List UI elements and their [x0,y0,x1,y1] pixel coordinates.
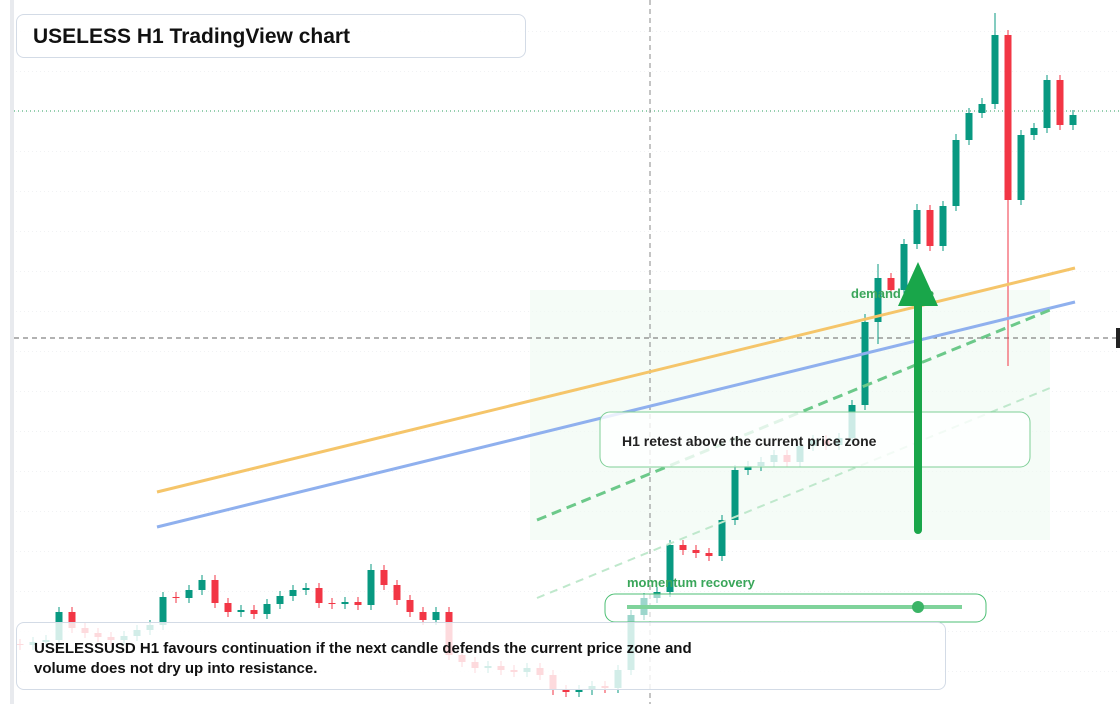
candle-body [952,140,960,206]
candle-body [1017,135,1025,200]
candle-body [367,570,375,605]
candle-body [679,545,687,550]
title-box: USELESS H1 TradingView chart [16,14,526,58]
candle-body [1043,80,1051,128]
candle-body [575,690,583,692]
candle-body [224,603,232,612]
candle-body [380,570,388,585]
candle-body [692,550,700,553]
left-strip [10,0,14,704]
annotation: momentum recovery [627,575,756,590]
candle-body [354,602,362,605]
candle-body [159,597,167,625]
candle-body [1004,35,1012,200]
candle-body [185,590,193,598]
candle-body [913,210,921,244]
retest-box [599,411,1031,468]
candle-body [432,612,440,620]
note-box: USELESSUSD H1 favours continuation if th… [16,622,946,690]
arrow-head [898,262,938,306]
annotation: H1 retest above the current price zone [622,433,877,449]
candle-body [406,600,414,612]
candle-body [562,690,570,692]
candle-body [315,588,323,603]
candle-body [978,104,986,113]
candle-body [263,604,271,614]
note: USELESSUSD H1 favours continuation if th… [34,640,692,677]
candle-body [991,35,999,104]
momentum-dot [912,601,924,613]
candle-body [198,580,206,590]
candle-body [68,612,76,628]
candle-body [744,466,752,470]
candle-body [172,597,180,598]
candle-body [276,596,284,604]
candle-body [419,612,427,620]
candle-body [393,585,401,600]
candle-body [341,602,349,604]
candle-body [250,610,258,614]
candle-body [718,520,726,556]
candle-body [237,610,245,612]
candle-body [887,278,895,290]
candle-body [328,603,336,604]
candle-body [1056,80,1064,125]
candle-body [874,278,882,322]
candle-body [731,470,739,520]
candle-body [705,553,713,556]
candle-body [861,322,869,405]
candle-body [211,580,219,603]
candle-body [939,206,947,246]
candle-body [302,588,310,590]
candle-body [289,590,297,596]
candle-body [926,210,934,246]
chart-title: USELESS H1 TradingView chart [33,25,351,48]
candle-body [965,113,973,140]
crosshair-label [1116,328,1120,348]
candle-body [1030,128,1038,135]
candle-body [900,244,908,290]
candle-body [1069,115,1077,125]
candle-body [666,545,674,592]
